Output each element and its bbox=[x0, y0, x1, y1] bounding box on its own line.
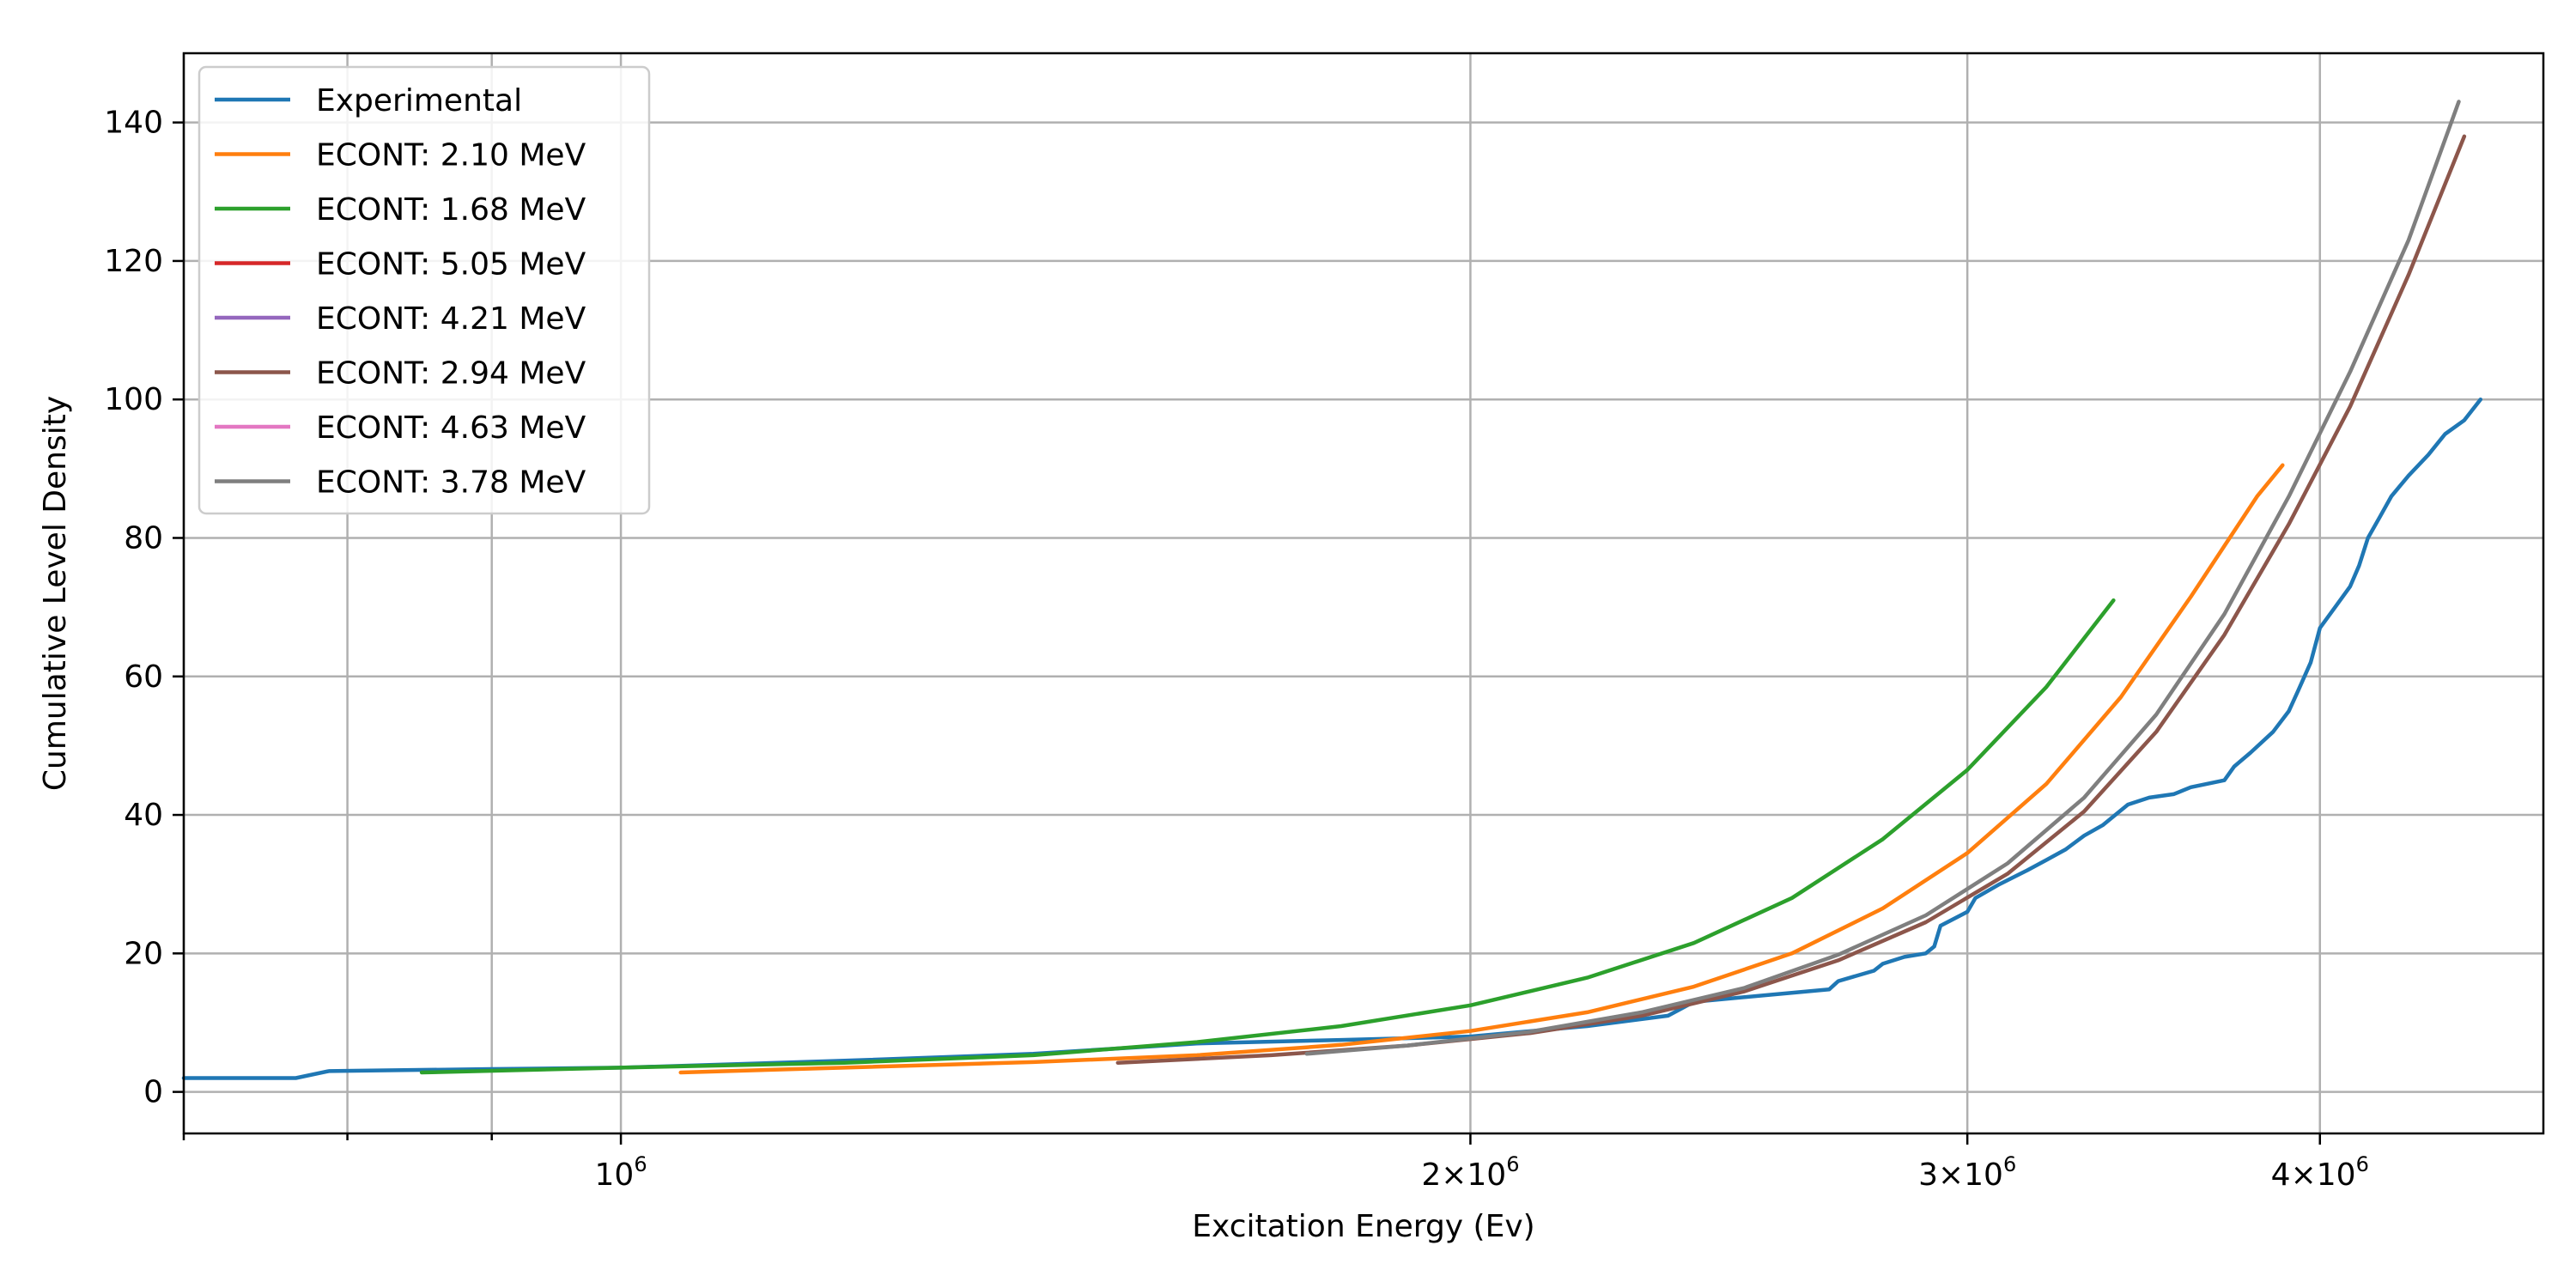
legend-label: ECONT: 2.10 MeV bbox=[316, 138, 586, 173]
x-tick-label: 3×106 bbox=[1918, 1152, 2016, 1193]
axis-ticks: 106 2×106 3×106 4×106 0 20 40 60 80 100 120 140 bbox=[104, 106, 2369, 1193]
series-line-econt-3-78-mev bbox=[1304, 100, 2461, 1056]
x-tick-label: 4×106 bbox=[2271, 1152, 2369, 1193]
y-tick-label: 40 bbox=[124, 798, 163, 833]
series-line-econt-1-68-mev bbox=[419, 598, 2116, 1075]
legend-label: ECONT: 2.94 MeV bbox=[316, 356, 586, 392]
y-tick-label: 60 bbox=[124, 659, 163, 695]
legend-label: ECONT: 4.63 MeV bbox=[316, 410, 586, 446]
legend-label: ECONT: 1.68 MeV bbox=[316, 192, 586, 228]
y-tick-label: 0 bbox=[143, 1075, 163, 1110]
legend-label: Experimental bbox=[316, 83, 522, 118]
legend-label: ECONT: 5.05 MeV bbox=[316, 247, 586, 283]
y-tick-label: 20 bbox=[124, 936, 163, 971]
legend-label: ECONT: 4.21 MeV bbox=[316, 301, 586, 337]
series-line-econt-2-94-mev bbox=[1115, 134, 2467, 1065]
series-line-econt-2-10-mev bbox=[678, 463, 2285, 1075]
y-tick-label: 80 bbox=[124, 520, 163, 556]
x-tick-label: 106 bbox=[595, 1152, 647, 1193]
legend-frame bbox=[197, 65, 651, 515]
y-tick-label: 120 bbox=[104, 244, 163, 279]
y-tick-label: 100 bbox=[104, 382, 163, 417]
x-tick-label: 2×106 bbox=[1421, 1152, 1519, 1193]
x-axis-label: Excitation Energy (Ev) bbox=[1192, 1209, 1534, 1244]
axes-frame bbox=[182, 52, 2545, 1135]
legend: Experimental ECONT: 2.10 MeV ECONT: 1.68 M… bbox=[197, 65, 651, 515]
series-line-experimental bbox=[181, 397, 2483, 1080]
plot-area bbox=[181, 100, 2483, 1080]
legend-label: ECONT: 3.78 MeV bbox=[316, 465, 586, 501]
y-tick-label: 140 bbox=[104, 106, 163, 141]
y-axis-label: Cumulative Level Density bbox=[38, 396, 73, 791]
